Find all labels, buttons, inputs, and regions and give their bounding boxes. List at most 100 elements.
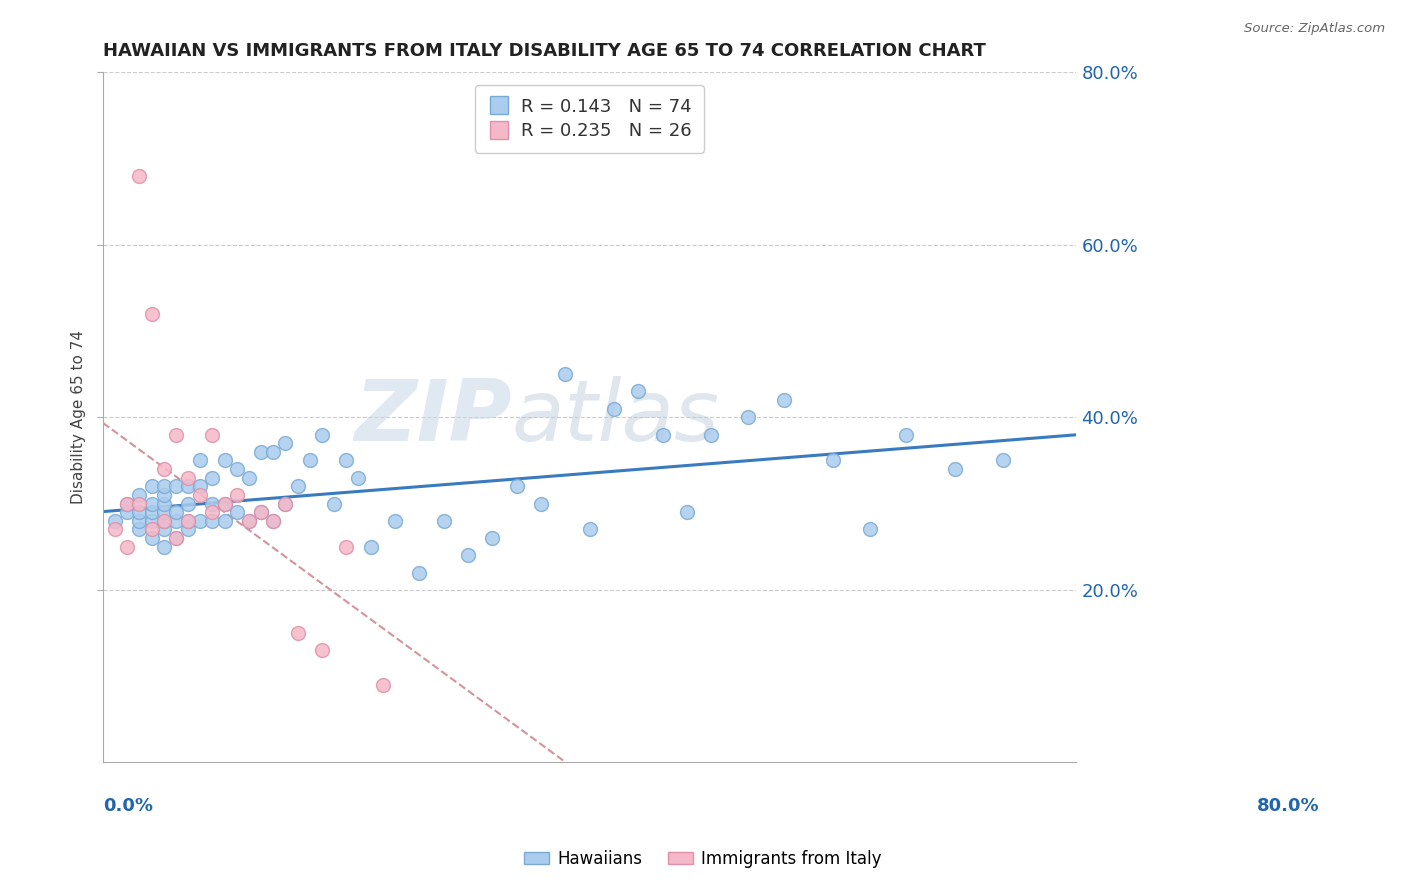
Point [347, 471, 370, 485]
Point [250, 505, 273, 519]
Point [128, 514, 150, 528]
Text: 0.0%: 0.0% [103, 797, 153, 814]
Point [152, 540, 174, 554]
Point [360, 540, 382, 554]
Point [371, 678, 394, 692]
Point [104, 523, 127, 537]
Point [152, 497, 174, 511]
Point [141, 479, 163, 493]
Text: atlas: atlas [512, 376, 720, 458]
Point [177, 514, 200, 528]
Point [152, 523, 174, 537]
Point [188, 488, 211, 502]
Point [177, 523, 200, 537]
Y-axis label: Disability Age 65 to 74: Disability Age 65 to 74 [72, 330, 86, 504]
Point [152, 514, 174, 528]
Point [298, 453, 321, 467]
Point [128, 169, 150, 183]
Point [287, 626, 309, 640]
Point [676, 505, 699, 519]
Point [188, 453, 211, 467]
Point [262, 514, 284, 528]
Point [188, 479, 211, 493]
Point [165, 479, 187, 493]
Point [274, 497, 297, 511]
Point [238, 514, 260, 528]
Point [177, 497, 200, 511]
Legend: R = 0.143   N = 74, R = 0.235   N = 26: R = 0.143 N = 74, R = 0.235 N = 26 [475, 85, 704, 153]
Point [737, 410, 759, 425]
Point [700, 427, 723, 442]
Point [262, 514, 284, 528]
Point [104, 514, 127, 528]
Point [993, 453, 1015, 467]
Point [311, 643, 333, 657]
Point [177, 479, 200, 493]
Point [238, 514, 260, 528]
Point [578, 523, 600, 537]
Point [554, 368, 576, 382]
Point [225, 505, 247, 519]
Point [433, 514, 456, 528]
Point [128, 497, 150, 511]
Point [250, 505, 273, 519]
Point [214, 453, 236, 467]
Point [201, 514, 224, 528]
Point [128, 505, 150, 519]
Legend: Hawaiians, Immigrants from Italy: Hawaiians, Immigrants from Italy [517, 844, 889, 875]
Point [225, 462, 247, 476]
Point [141, 307, 163, 321]
Point [225, 488, 247, 502]
Point [128, 488, 150, 502]
Point [165, 531, 187, 545]
Point [152, 514, 174, 528]
Point [201, 471, 224, 485]
Point [201, 505, 224, 519]
Point [165, 531, 187, 545]
Point [858, 523, 880, 537]
Point [177, 514, 200, 528]
Point [238, 471, 260, 485]
Point [773, 393, 796, 408]
Point [384, 514, 406, 528]
Point [481, 531, 503, 545]
Point [651, 427, 673, 442]
Point [894, 427, 917, 442]
Point [214, 497, 236, 511]
Point [201, 427, 224, 442]
Point [943, 462, 966, 476]
Point [274, 436, 297, 450]
Point [141, 531, 163, 545]
Point [152, 462, 174, 476]
Point [177, 471, 200, 485]
Point [274, 497, 297, 511]
Point [457, 549, 479, 563]
Point [287, 479, 309, 493]
Text: 80.0%: 80.0% [1257, 797, 1320, 814]
Text: HAWAIIAN VS IMMIGRANTS FROM ITALY DISABILITY AGE 65 TO 74 CORRELATION CHART: HAWAIIAN VS IMMIGRANTS FROM ITALY DISABI… [103, 42, 986, 60]
Point [141, 497, 163, 511]
Point [152, 488, 174, 502]
Point [152, 479, 174, 493]
Point [603, 401, 626, 416]
Point [214, 497, 236, 511]
Point [141, 523, 163, 537]
Point [201, 497, 224, 511]
Point [165, 505, 187, 519]
Point [250, 445, 273, 459]
Point [821, 453, 844, 467]
Point [505, 479, 527, 493]
Point [323, 497, 346, 511]
Point [141, 514, 163, 528]
Point [262, 445, 284, 459]
Point [214, 514, 236, 528]
Point [188, 514, 211, 528]
Point [165, 427, 187, 442]
Text: ZIP: ZIP [354, 376, 512, 458]
Point [117, 505, 139, 519]
Point [117, 497, 139, 511]
Point [128, 523, 150, 537]
Text: Source: ZipAtlas.com: Source: ZipAtlas.com [1244, 22, 1385, 36]
Point [335, 540, 357, 554]
Point [530, 497, 553, 511]
